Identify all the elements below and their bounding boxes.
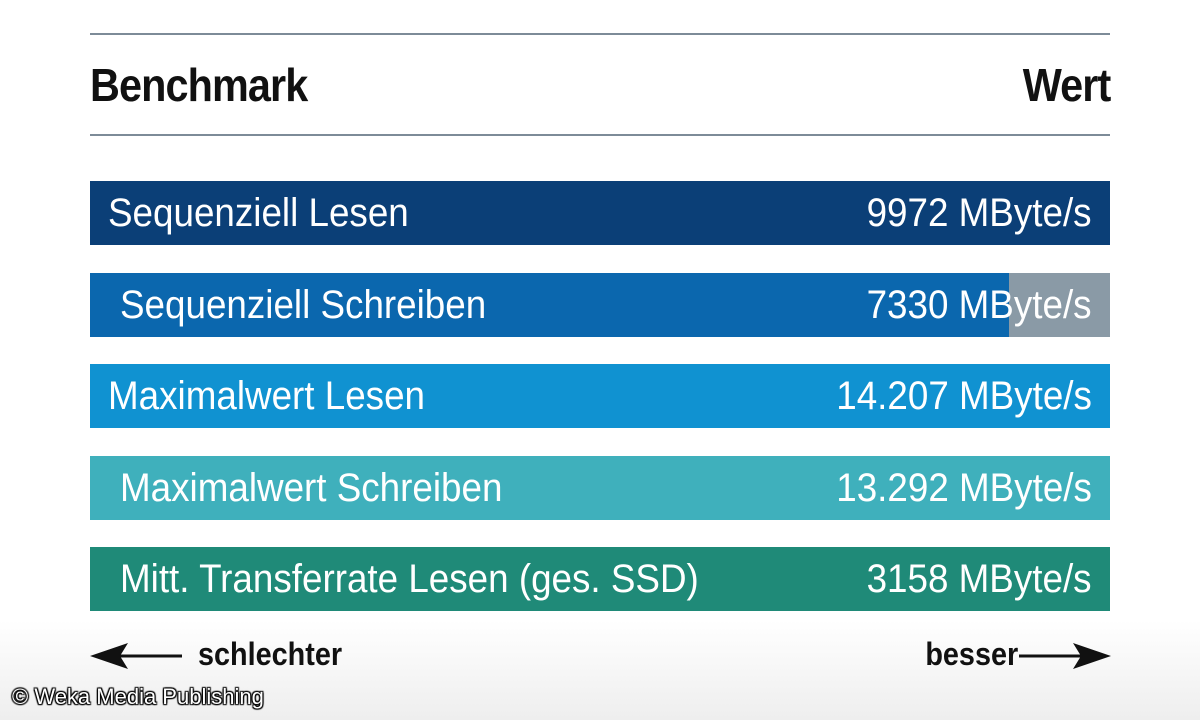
bar-category-label: Sequenziell Schreiben (120, 283, 487, 327)
bar-value-label: 13.292 MByte/s (836, 466, 1092, 510)
bar-row: Sequenziell Schreiben 7330 MByte/s (90, 273, 1110, 337)
bar-row: Maximalwert Lesen 14.207 MByte/s (90, 364, 1110, 428)
header-benchmark: Benchmark (90, 59, 308, 111)
arrow-left-icon (90, 643, 182, 669)
bar-value-label: 3158 MByte/s (866, 557, 1092, 601)
header-rule (90, 134, 1110, 136)
bar-row: Maximalwert Schreiben 13.292 MByte/s (90, 456, 1110, 520)
bar-category-label: Mitt. Transferrate Lesen (ges. SSD) (120, 557, 699, 601)
bar-fill (90, 181, 1110, 245)
bottom-fade (0, 620, 1200, 720)
bar-fill (90, 547, 1110, 611)
header-wert: Wert (1022, 59, 1111, 111)
top-rule (90, 33, 1110, 35)
axis-label-schlechter: schlechter (198, 636, 343, 672)
bar-fill (90, 456, 1110, 520)
axis-label-besser: besser (925, 636, 1018, 672)
bar-track (1009, 273, 1110, 337)
copyright-credit: © Weka Media Publishing (12, 684, 264, 709)
bar-fill (90, 273, 1009, 337)
bar-row: Sequenziell Lesen 9972 MByte/s (90, 181, 1110, 245)
bar-category-label: Sequenziell Lesen (108, 191, 409, 235)
bar-category-label: Maximalwert Lesen (108, 374, 426, 418)
bar-value-label: 14.207 MByte/s (836, 374, 1092, 418)
bar-value-label: 7330 MByte/s (866, 283, 1092, 327)
bar-fill (90, 364, 1110, 428)
bar-value-label: 9972 MByte/s (866, 191, 1092, 235)
bar-chart: Sequenziell Lesen 9972 MByte/s Sequenziell… (90, 0, 1110, 720)
bar-row: Mitt. Transferrate Lesen (ges. SSD) 3158 … (90, 547, 1110, 611)
bar-category-label: Maximalwert Schreiben (120, 466, 503, 510)
arrow-right-icon (1019, 643, 1111, 669)
